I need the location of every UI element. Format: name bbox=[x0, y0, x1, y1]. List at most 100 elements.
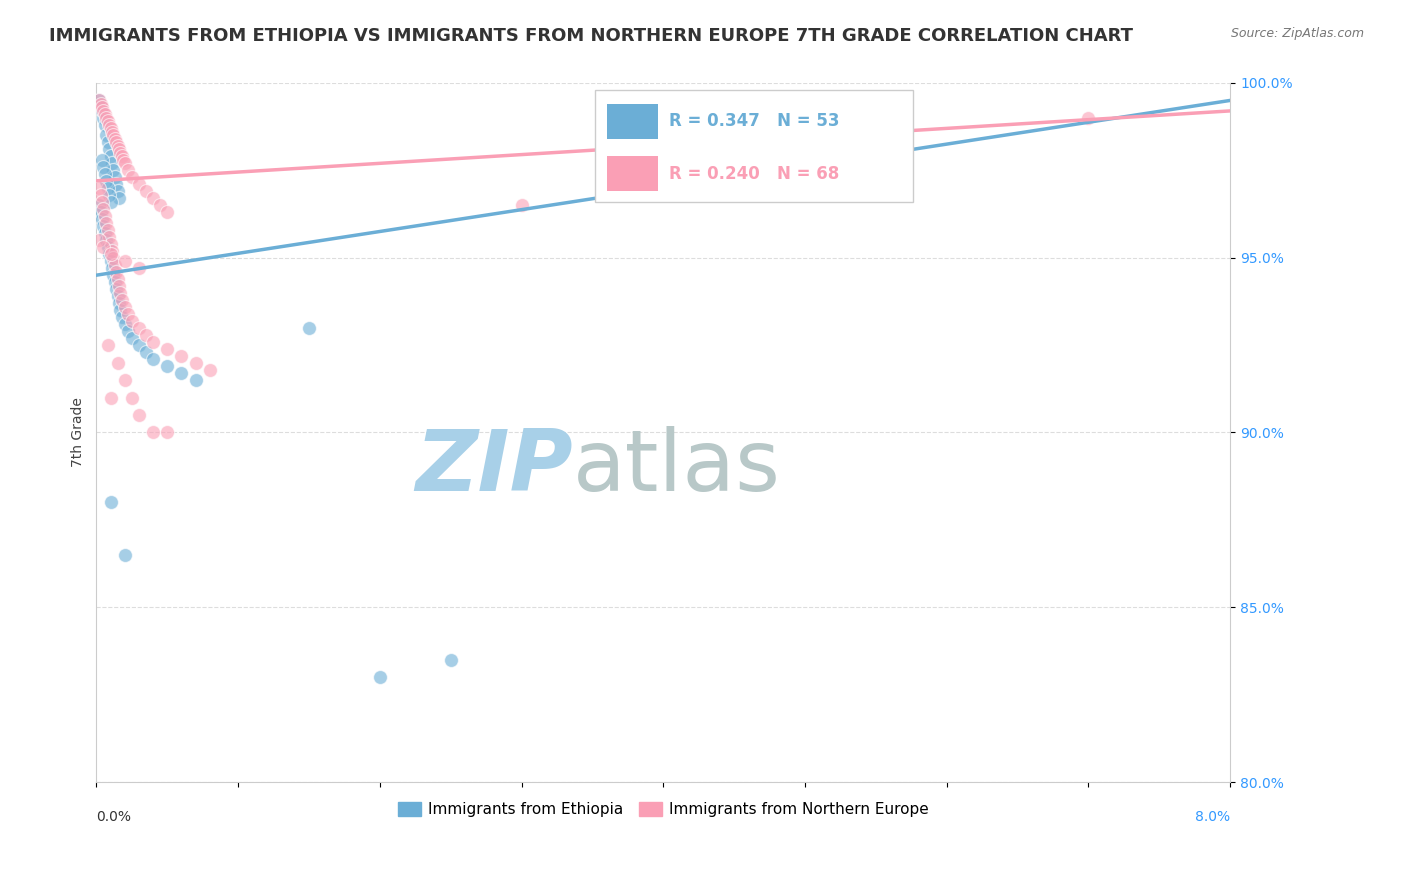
Point bbox=[104, 275, 127, 289]
Point bbox=[101, 156, 124, 170]
Point bbox=[93, 160, 115, 174]
Point bbox=[96, 111, 118, 125]
Point bbox=[91, 153, 114, 167]
Point bbox=[101, 261, 124, 276]
Point bbox=[128, 338, 150, 352]
Text: atlas: atlas bbox=[572, 425, 780, 509]
Point bbox=[91, 100, 114, 114]
Point bbox=[100, 391, 122, 405]
Point bbox=[89, 233, 111, 247]
Point bbox=[156, 425, 179, 440]
Point bbox=[135, 345, 157, 359]
Point bbox=[114, 548, 136, 562]
Point bbox=[114, 317, 136, 331]
Point bbox=[98, 247, 121, 261]
Point bbox=[104, 170, 127, 185]
Point bbox=[110, 303, 132, 318]
Point bbox=[117, 163, 139, 178]
Point bbox=[96, 174, 118, 188]
Text: R = 0.240   N = 68: R = 0.240 N = 68 bbox=[669, 165, 839, 183]
Point bbox=[104, 258, 127, 272]
Point bbox=[100, 247, 122, 261]
Point bbox=[105, 282, 128, 296]
Point bbox=[142, 425, 165, 440]
Point bbox=[90, 187, 112, 202]
Point bbox=[98, 229, 121, 244]
Point bbox=[93, 103, 115, 118]
Point bbox=[105, 178, 128, 192]
Point bbox=[103, 163, 125, 178]
Point bbox=[114, 373, 136, 387]
Point bbox=[108, 191, 131, 205]
Text: R = 0.347   N = 53: R = 0.347 N = 53 bbox=[669, 112, 839, 130]
Point bbox=[100, 121, 122, 136]
Point bbox=[112, 153, 135, 167]
Text: Source: ZipAtlas.com: Source: ZipAtlas.com bbox=[1230, 27, 1364, 40]
Point bbox=[90, 96, 112, 111]
Point bbox=[114, 300, 136, 314]
Point bbox=[111, 149, 134, 163]
Text: 8.0%: 8.0% bbox=[1195, 810, 1230, 824]
Bar bbox=[606, 103, 658, 139]
Point bbox=[149, 198, 172, 212]
Point bbox=[103, 251, 125, 265]
Point bbox=[107, 139, 129, 153]
Point bbox=[107, 289, 129, 303]
Point bbox=[108, 296, 131, 310]
Point bbox=[100, 194, 122, 209]
Point bbox=[128, 178, 150, 192]
Point bbox=[100, 254, 122, 268]
Point bbox=[90, 205, 112, 219]
Point bbox=[100, 495, 122, 509]
Point bbox=[89, 181, 111, 195]
Point bbox=[91, 212, 114, 227]
Point bbox=[142, 352, 165, 367]
Point bbox=[107, 184, 129, 198]
Point bbox=[135, 184, 157, 198]
Point bbox=[510, 198, 533, 212]
Point bbox=[104, 132, 127, 146]
Point bbox=[101, 125, 124, 139]
Point bbox=[156, 342, 179, 356]
Point bbox=[89, 94, 111, 108]
Bar bbox=[606, 156, 658, 191]
Point bbox=[93, 202, 115, 216]
Text: ZIP: ZIP bbox=[415, 425, 572, 509]
Point bbox=[98, 118, 121, 132]
Point bbox=[170, 366, 193, 380]
Point bbox=[114, 254, 136, 268]
Point bbox=[98, 187, 121, 202]
Point bbox=[97, 136, 120, 150]
Point bbox=[94, 226, 117, 240]
Point bbox=[368, 670, 391, 684]
Point bbox=[440, 653, 463, 667]
Point bbox=[97, 181, 120, 195]
Point bbox=[101, 244, 124, 258]
Point bbox=[100, 236, 122, 251]
Point bbox=[97, 240, 120, 254]
Point bbox=[121, 331, 143, 345]
Point bbox=[94, 118, 117, 132]
Point bbox=[103, 268, 125, 283]
Legend: Immigrants from Ethiopia, Immigrants from Northern Europe: Immigrants from Ethiopia, Immigrants fro… bbox=[391, 796, 935, 823]
Point bbox=[1077, 111, 1099, 125]
Point bbox=[93, 240, 115, 254]
Text: IMMIGRANTS FROM ETHIOPIA VS IMMIGRANTS FROM NORTHERN EUROPE 7TH GRADE CORRELATIO: IMMIGRANTS FROM ETHIOPIA VS IMMIGRANTS F… bbox=[49, 27, 1133, 45]
Point bbox=[98, 142, 121, 156]
Point bbox=[105, 265, 128, 279]
Point bbox=[111, 293, 134, 307]
Point bbox=[121, 391, 143, 405]
Point bbox=[117, 307, 139, 321]
Point bbox=[91, 194, 114, 209]
Point bbox=[107, 271, 129, 285]
Point bbox=[94, 167, 117, 181]
Point bbox=[105, 136, 128, 150]
Point bbox=[117, 324, 139, 338]
Point bbox=[90, 100, 112, 114]
Point bbox=[114, 156, 136, 170]
Point bbox=[170, 349, 193, 363]
Point bbox=[121, 170, 143, 185]
Point bbox=[97, 223, 120, 237]
Point bbox=[110, 285, 132, 300]
Point bbox=[121, 313, 143, 327]
